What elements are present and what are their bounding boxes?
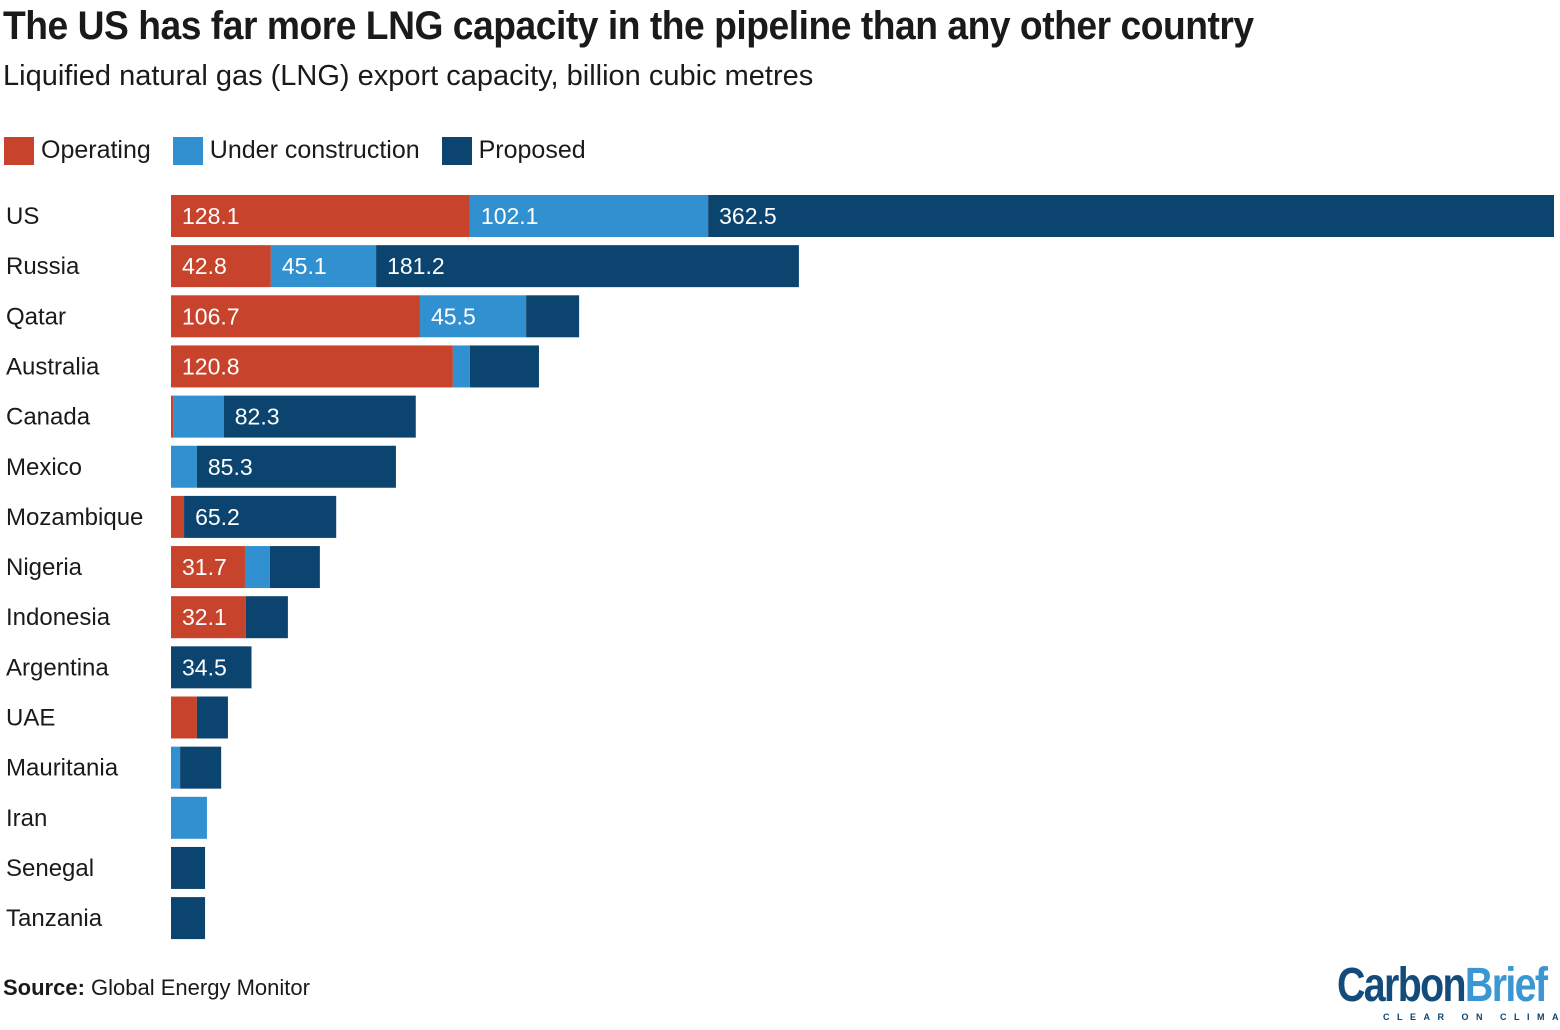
bar-segment-operating [171, 345, 453, 388]
category-label: Senegal [6, 855, 94, 882]
bar-segment-under-construction [244, 546, 270, 589]
bar-segment-proposed [376, 245, 799, 288]
bar-segment-proposed [196, 696, 228, 739]
data-label: 45.1 [282, 253, 327, 279]
data-label: 102.1 [481, 203, 539, 229]
bar-segment-proposed [245, 596, 288, 639]
data-label: 31.7 [182, 554, 227, 580]
bar-segment-proposed [180, 746, 222, 789]
data-label: 45.5 [431, 303, 476, 329]
category-label: Nigeria [6, 554, 83, 581]
category-label: Mexico [6, 454, 82, 481]
bar-segment-under-construction [171, 445, 197, 488]
category-label: Canada [6, 404, 91, 431]
legend: Operating Under construction Proposed [4, 136, 586, 165]
bar-segment-proposed [171, 646, 252, 689]
category-label: Australia [6, 353, 100, 380]
bar-segment-under-construction [171, 796, 207, 839]
bar-segment-operating [171, 596, 246, 639]
legend-label: Proposed [478, 136, 586, 164]
bar-segment-proposed [708, 195, 1554, 237]
bar-segment-under-construction [171, 746, 181, 789]
legend-item-operating: Operating [4, 136, 151, 165]
source-note: Source: Global Energy Monitor [3, 975, 310, 1001]
legend-item-proposed: Proposed [441, 136, 586, 165]
category-label: UAE [6, 705, 55, 732]
logo-brief: Brief [1464, 959, 1548, 1012]
data-label: 128.1 [182, 203, 240, 229]
source-text: Global Energy Monitor [91, 975, 310, 1000]
legend-swatch [4, 136, 34, 165]
bar-segment-under-construction [419, 295, 527, 338]
bar-segment-proposed [269, 546, 320, 589]
bar-segment-proposed [526, 295, 580, 338]
bar-segment-under-construction [469, 195, 709, 237]
category-label: Indonesia [6, 604, 111, 631]
category-label: Russia [6, 253, 80, 280]
bar-segment-proposed [196, 445, 396, 488]
bar-segment-under-construction [270, 245, 377, 288]
bar-segment-proposed [469, 345, 539, 388]
bar-segment-operating [171, 195, 470, 237]
legend-item-under-construction: Under construction [172, 136, 420, 165]
bar-segment-proposed [171, 897, 206, 940]
bar-segment-proposed [223, 395, 416, 438]
source-label: Source: [3, 975, 85, 1000]
category-label: Tanzania [6, 905, 103, 932]
legend-label: Operating [41, 136, 151, 164]
data-label: 106.7 [182, 303, 240, 329]
data-label: 42.8 [182, 253, 227, 279]
bar-segment-operating [171, 245, 271, 288]
data-label: 82.3 [235, 404, 280, 430]
chart-subtitle: Liquified natural gas (LNG) export capac… [3, 60, 814, 92]
bar-segment-under-construction [173, 395, 224, 438]
category-label: Mauritania [6, 755, 119, 782]
data-label: 120.8 [182, 353, 240, 379]
data-label: 65.2 [195, 504, 240, 530]
bar-segment-operating [171, 696, 197, 739]
data-label: 181.2 [387, 253, 445, 279]
legend-swatch [441, 136, 472, 165]
bar-segment-proposed [184, 495, 337, 538]
data-label: 34.5 [182, 654, 227, 680]
logo-tagline: CLEAR ON CLIMATE [1383, 1012, 1560, 1022]
bar-segment-operating [171, 495, 185, 538]
bar-segment-under-construction [452, 345, 470, 388]
bar-segment-operating [171, 395, 174, 438]
logo-carbon: Carbon [1337, 959, 1467, 1012]
bar-segment-operating [171, 295, 420, 338]
legend-label: Under construction [209, 136, 420, 164]
carbonbrief-logo: CarbonBrief CLEAR ON CLIMATE [1337, 959, 1560, 1023]
category-label: Iran [6, 805, 47, 832]
chart-title: The US has far more LNG capacity in the … [3, 4, 1254, 48]
category-label: US [6, 203, 39, 230]
data-label: 362.5 [719, 203, 777, 229]
bar-segment-proposed [171, 846, 206, 889]
category-label: Qatar [6, 303, 66, 330]
legend-swatch [172, 136, 203, 165]
data-label: 85.3 [208, 454, 253, 480]
category-label: Argentina [6, 654, 109, 681]
data-label: 32.1 [182, 604, 227, 630]
bar-segment-operating [171, 546, 245, 589]
category-label: Mozambique [6, 504, 143, 531]
